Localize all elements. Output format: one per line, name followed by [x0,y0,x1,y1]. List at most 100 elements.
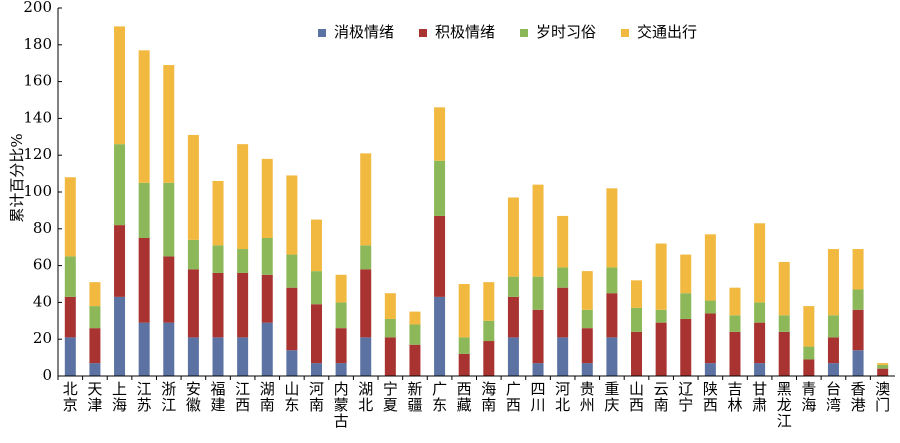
bar-segment [237,337,249,376]
bar-segment [655,243,667,310]
bar-segment [754,223,766,303]
bar-segment [237,144,249,250]
bar-segment [827,337,839,364]
x-tick-label: 黑龙江 [777,380,792,430]
bar-segment [458,337,470,354]
x-tick-label: 台湾 [826,380,841,414]
bar-segment [483,341,495,376]
bar-segment [852,289,864,310]
bar-segment [483,282,495,321]
axes-layer: 0 20 40 60 80 100 120 140 160 180 200 北京天津上海江苏浙江安徽福… [23,0,895,430]
x-tick-label: 河北 [555,380,570,414]
bar-segment [64,256,76,297]
x-tick-label: 澳门 [875,380,890,414]
x-tick-label: 天津 [87,380,102,414]
bar-segment [729,331,741,376]
bar-segment [704,234,716,301]
bar-segment [114,26,126,145]
bar-segment [187,239,199,270]
bar-segment [237,249,249,273]
bar-segment [409,344,421,376]
bar-segment [114,225,126,297]
bar-segment [507,276,519,297]
bar-segment [877,368,889,376]
x-tick-label: 北京 [63,380,78,414]
bar-segment [778,261,790,316]
x-tick-label: 湖南 [260,380,275,414]
bar-segment [64,337,76,376]
bar-segment [655,322,667,376]
x-tick-label: 青海 [801,380,816,414]
bar-segment [704,300,716,314]
bar-segment [778,331,790,376]
x-tick-label: 内蒙古 [334,380,349,430]
legend-swatch [520,29,528,37]
bar-segment [384,318,396,338]
bar-segment [89,328,101,364]
bar-segment [261,274,273,323]
bar-segment [212,272,224,338]
bar-segment [754,302,766,323]
bar-segment [138,182,150,238]
y-tick-label: 160 [23,72,52,90]
bar-segment [261,158,273,238]
bar-segment [557,267,569,288]
bar-segment [335,363,347,376]
bar-segment [606,337,618,376]
bar-segment [557,337,569,376]
bar-segment [631,307,643,332]
bar-segment [310,271,322,305]
bar-segment [434,296,446,376]
bars-layer [64,26,889,376]
bar-segment [507,197,519,277]
x-tick-label: 江西 [235,380,250,414]
bar-segment [680,293,692,319]
x-tick-label: 西藏 [457,380,472,414]
x-tick-label: 陕西 [703,380,718,414]
bar-segment [827,363,839,376]
bar-segment [310,219,322,272]
bar-segment [557,215,569,268]
bar-segment [237,272,249,338]
bar-segment [212,245,224,273]
bar-segment [581,309,593,329]
bar-segment [64,296,76,338]
bar-segment [532,276,544,310]
bar-segment [409,311,421,325]
bar-segment [458,353,470,376]
bar-segment [606,188,618,268]
bar-segment [680,318,692,376]
x-tick-label: 河南 [309,380,324,414]
x-tick-label: 甘肃 [752,380,767,414]
y-tick-label: 180 [23,35,52,53]
bar-segment [803,359,815,376]
bar-segment [532,309,544,364]
bar-segment [704,363,716,376]
bar-segment [261,238,273,275]
bar-segment [89,363,101,376]
bar-segment [310,363,322,376]
bar-segment [335,328,347,364]
x-tick-label: 辽宁 [678,380,693,414]
x-tick-label: 安徽 [186,380,201,414]
x-tick-label: 浙江 [161,380,176,414]
bar-segment [335,302,347,329]
bar-segment [877,364,889,369]
bar-segment [729,315,741,332]
x-tick-label: 海南 [481,380,496,414]
bar-segment [187,337,199,376]
bar-segment [286,254,298,288]
legend-label: 岁时习俗 [536,23,596,41]
x-tick-label: 吉林 [727,380,742,414]
bar-segment [138,50,150,183]
bar-segment [458,284,470,338]
bar-segment [507,296,519,338]
x-tick-label: 新疆 [407,380,422,414]
y-tick-label: 80 [33,219,52,237]
bar-segment [581,363,593,376]
bar-segment [581,271,593,310]
x-tick-label: 云南 [654,380,669,414]
bar-segment [581,328,593,364]
legend: 消极情绪 积极情绪 岁时习俗 交通出行 [318,23,697,41]
